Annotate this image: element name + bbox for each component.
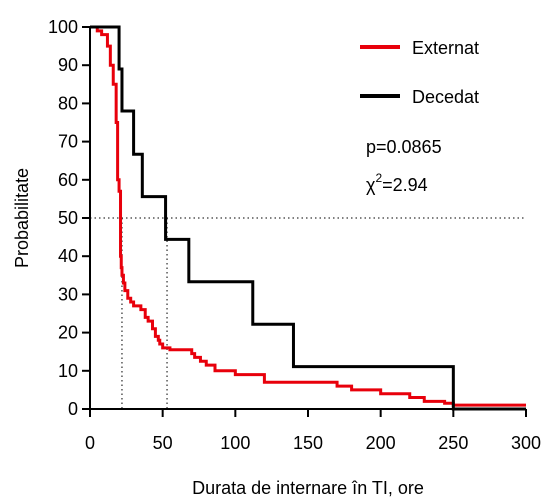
legend-label-externat: Externat [412, 38, 479, 58]
p-value-annotation: p=0.0865 [366, 137, 442, 157]
y-tick-label-80: 80 [58, 93, 78, 113]
chi-symbol: χ [366, 175, 376, 195]
series-line-decedat [90, 25, 526, 411]
x-tick-label-300: 300 [511, 433, 541, 453]
x-tick-label-250: 250 [438, 433, 468, 453]
series-line-externat [90, 25, 526, 407]
x-tick-label-50: 50 [153, 433, 173, 453]
chi-value: =2.94 [382, 175, 428, 195]
y-tick-label-50: 50 [58, 208, 78, 228]
x-axis-title: Durata de internare în TI, ore [192, 478, 424, 498]
axes [82, 26, 527, 417]
chi-square-annotation: χ2=2.94 [366, 171, 428, 195]
y-tick-label-60: 60 [58, 170, 78, 190]
reference-lines [90, 217, 526, 409]
y-tick-label-30: 30 [58, 284, 78, 304]
x-tick-label-150: 150 [293, 433, 323, 453]
y-tick-label-40: 40 [58, 246, 78, 266]
series-layer [90, 25, 526, 411]
y-tick-label-0: 0 [68, 399, 78, 419]
legend: Externat Decedat [360, 38, 479, 107]
x-tick-label-0: 0 [85, 433, 95, 453]
chi-superscript: 2 [375, 171, 382, 185]
y-tick-label-100: 100 [48, 17, 78, 37]
y-tick-label-70: 70 [58, 132, 78, 152]
y-axis-title: Probabilitate [12, 168, 32, 268]
x-tick-label-200: 200 [366, 433, 396, 453]
tick-labels: 0 50 100 150 200 250 300 0 10 20 30 40 50 60 70 80 90 100 [48, 17, 541, 453]
x-tick-label-100: 100 [220, 433, 250, 453]
y-tick-label-10: 10 [58, 361, 78, 381]
annotations: p=0.0865 χ2=2.94 [366, 137, 442, 195]
y-tick-label-20: 20 [58, 323, 78, 343]
y-tick-label-90: 90 [58, 55, 78, 75]
legend-label-decedat: Decedat [412, 87, 479, 107]
